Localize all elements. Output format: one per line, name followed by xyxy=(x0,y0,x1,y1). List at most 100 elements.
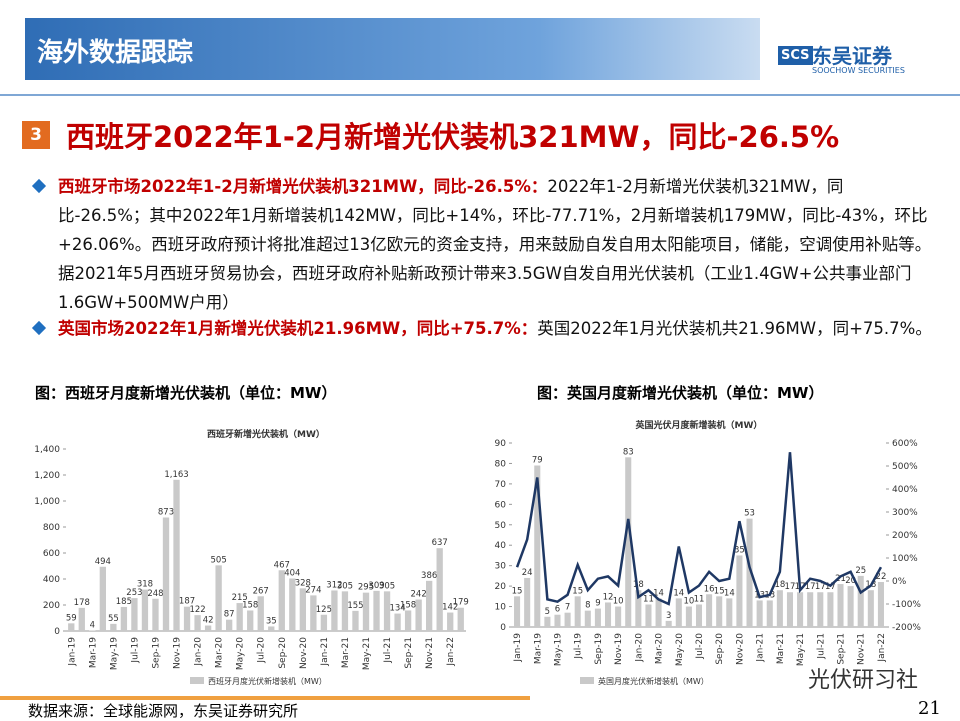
bar xyxy=(299,588,306,631)
bar xyxy=(415,599,422,631)
legend-label: 西班牙月度光伏新增装机（MW） xyxy=(208,676,327,686)
bar xyxy=(584,610,591,627)
divider xyxy=(0,94,960,96)
value-label: 295 xyxy=(358,583,374,593)
bar xyxy=(766,600,773,627)
bar xyxy=(215,565,222,631)
x-tick-label: Mar-20 xyxy=(655,633,665,664)
value-label: 328 xyxy=(295,578,311,588)
bar xyxy=(807,592,814,627)
bar xyxy=(204,625,212,631)
x-tick-label: Jan-19 xyxy=(67,637,77,667)
x-tick-label: Jan-21 xyxy=(756,633,766,663)
x-tick-label: Mar-20 xyxy=(215,637,225,668)
bullet: 英国市场2022年1月新增光伏装机21.96MW，同比+75.7%：英国2022… xyxy=(31,314,933,343)
y-tick-label: 80 xyxy=(495,459,507,469)
value-label: 83 xyxy=(623,447,634,457)
value-label: 55 xyxy=(108,614,119,624)
value-label: 79 xyxy=(532,455,543,465)
bar xyxy=(131,598,138,631)
bar xyxy=(226,619,233,631)
value-label: 467 xyxy=(274,560,290,570)
bar xyxy=(99,566,106,631)
value-label: 305 xyxy=(337,581,353,591)
bar xyxy=(594,608,601,627)
x-tick-label: Jul-19 xyxy=(130,637,140,664)
bar xyxy=(162,517,170,631)
y-tick-label: 70 xyxy=(495,480,507,490)
x-tick-label: May-19 xyxy=(109,637,119,670)
value-label: 3 xyxy=(666,611,671,621)
watermark: 光伏研习社 xyxy=(808,668,919,693)
bar xyxy=(426,580,433,631)
bullet-text: 英国2022年1月光伏装机共21.96MW，同+75.7%。 xyxy=(537,319,932,338)
bar xyxy=(827,592,834,627)
value-label: 267 xyxy=(253,586,269,596)
chart-title: 西班牙新增光伏装机（MW） xyxy=(207,428,325,440)
y-tick-label: 200 xyxy=(43,601,60,611)
y2-tick-label: -100% xyxy=(892,600,921,610)
bar xyxy=(373,590,380,631)
value-label: 17 xyxy=(815,582,826,592)
bar xyxy=(120,606,128,631)
section-number: 3 xyxy=(22,121,50,149)
value-label: 505 xyxy=(211,555,227,565)
value-label: 8 xyxy=(585,601,590,611)
x-tick-label: May-21 xyxy=(796,633,806,666)
value-label: 125 xyxy=(316,605,332,615)
bar xyxy=(331,590,338,631)
value-label: 179 xyxy=(453,598,469,608)
value-label: 158 xyxy=(242,600,258,610)
bar xyxy=(404,610,412,631)
bar xyxy=(857,575,864,627)
bar xyxy=(625,457,632,627)
bar xyxy=(78,607,85,631)
value-label: 142 xyxy=(442,603,458,613)
x-tick-label: Jan-22 xyxy=(446,637,456,667)
value-label: 187 xyxy=(179,597,195,607)
y-tick-label: 0 xyxy=(500,623,506,633)
x-tick-label: Sep-19 xyxy=(151,637,161,669)
bar xyxy=(817,592,824,627)
bar xyxy=(247,610,254,631)
value-label: 6 xyxy=(555,605,560,615)
bar xyxy=(574,596,581,627)
bar xyxy=(645,604,652,627)
value-label: 15 xyxy=(572,586,583,596)
bar xyxy=(152,598,159,631)
value-label: 637 xyxy=(432,538,448,548)
figure-caption: 图：英国月度新增光伏装机（单位：MW） xyxy=(537,384,824,402)
bar xyxy=(837,584,844,627)
bar xyxy=(436,548,443,631)
value-label: 185 xyxy=(116,597,132,607)
bar xyxy=(110,623,117,631)
y2-tick-label: 300% xyxy=(892,508,918,518)
x-tick-label: Mar-21 xyxy=(776,633,786,664)
bar xyxy=(141,589,149,631)
bar xyxy=(544,616,551,627)
bar xyxy=(289,578,296,631)
x-tick-label: May-21 xyxy=(362,637,372,670)
y2-tick-label: 500% xyxy=(892,462,918,472)
legend-swatch xyxy=(580,677,594,684)
x-tick-label: May-20 xyxy=(236,637,246,670)
legend-label: 英国月度光伏新增装机（MW） xyxy=(598,676,709,686)
y-tick-label: 30 xyxy=(495,562,507,572)
value-label: 122 xyxy=(189,605,205,615)
bar xyxy=(736,555,743,627)
bar xyxy=(183,606,191,631)
bar xyxy=(514,596,521,627)
value-label: 18 xyxy=(774,580,785,590)
x-tick-label: Jul-21 xyxy=(816,633,826,660)
bar xyxy=(383,591,391,631)
value-label: 10 xyxy=(683,597,694,607)
value-label: 14 xyxy=(653,588,664,598)
value-label: 22 xyxy=(876,572,887,582)
bar xyxy=(524,577,531,627)
bar xyxy=(341,591,349,631)
bar xyxy=(635,590,642,627)
bar xyxy=(320,614,328,631)
bar xyxy=(695,604,703,627)
